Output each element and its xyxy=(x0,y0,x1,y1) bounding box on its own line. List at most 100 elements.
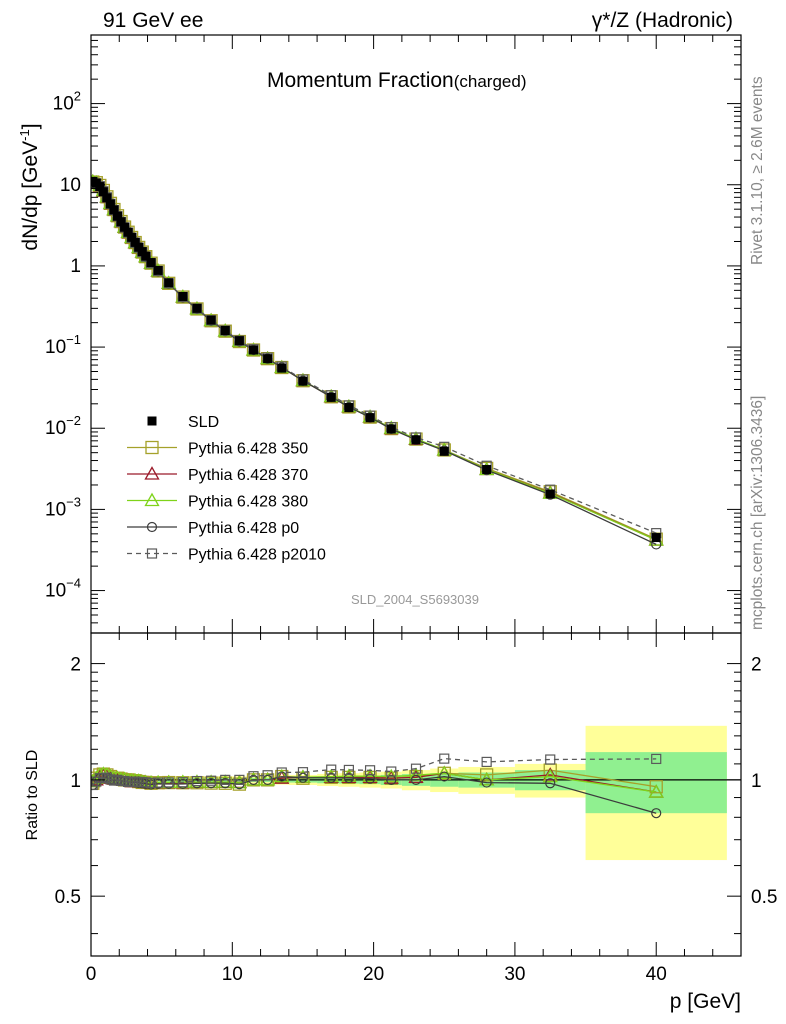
data-point-sld xyxy=(116,217,126,227)
ratio-point-pythia-6-428-p2010 xyxy=(297,767,309,778)
stat-uncertainty-band xyxy=(585,752,727,814)
data-point-sld xyxy=(439,446,449,456)
ratio-point-pythia-6-428-p2010 xyxy=(248,771,259,782)
ratio-point-pythia-6-428-p2010 xyxy=(439,753,450,764)
series-pythia-6-428-350 xyxy=(91,175,663,546)
ratio-point-pythia-6-428-p2010 xyxy=(163,777,174,788)
ratio-y-tick-label: 1 xyxy=(70,771,81,792)
ratio-point-pythia-6-428-p2010 xyxy=(112,774,123,785)
legend-label: Pythia 6.428 p0 xyxy=(188,520,299,537)
ratio-point-pythia-6-428-p0 xyxy=(343,772,354,784)
rivet-version-label: Rivet 3.1.10, ≥ 2.6M events xyxy=(749,76,766,265)
ratio-point-pythia-6-428-380 xyxy=(323,768,339,783)
ratio-point-pythia-6-428-p2010 xyxy=(276,767,287,778)
legend-item-pythia-6-428-p2010: Pythia 6.428 p2010 xyxy=(127,547,326,564)
ratio-point-pythia-6-428-p2010 xyxy=(119,775,130,787)
analysis-id-watermark: SLD_2004_S5693039 xyxy=(351,592,479,607)
ratio-panel-frame xyxy=(90,632,742,957)
plot-title: Momentum Fraction(charged) xyxy=(267,69,527,92)
ratio-point-pythia-6-428-380 xyxy=(436,765,452,779)
series-line-pythia-6-428-380 xyxy=(92,181,657,541)
x-tick-label: 0 xyxy=(86,964,97,985)
y-tick-label: 102 xyxy=(53,89,81,115)
ratio-point-pythia-6-428-p2010 xyxy=(91,776,102,787)
ratio-point-pythia-6-428-p2010 xyxy=(262,770,273,781)
data-point-sld xyxy=(178,291,188,301)
series-line-pythia-6-428-370 xyxy=(92,181,657,541)
ratio-panel: 0.5 0.51 12 20 10 20 30 40 Ratio to SLD p [GeV] xyxy=(24,632,777,1013)
ratio-series-pythia-6-428-p2010 xyxy=(91,753,662,791)
x-tick-label: 10 xyxy=(222,964,243,985)
ratio-point-pythia-6-428-p2010 xyxy=(206,775,217,786)
ratio-point-pythia-6-428-p0 xyxy=(386,774,397,785)
data-point-sld xyxy=(482,465,492,475)
legend-marker xyxy=(146,548,158,559)
data-point-sld xyxy=(249,345,258,355)
legend-label: Pythia 6.428 p2010 xyxy=(188,547,326,564)
y-tick-label: 10−1 xyxy=(45,332,81,358)
ratio-point-pythia-6-428-380 xyxy=(542,768,558,783)
ratio-point-pythia-6-428-p0 xyxy=(651,808,662,819)
data-point-sld xyxy=(277,363,287,373)
main-panel-frame xyxy=(90,34,742,634)
data-point-sld xyxy=(365,413,375,423)
legend-marker xyxy=(144,466,160,480)
ratio-point-pythia-6-428-p2010 xyxy=(234,774,245,785)
ratio-line-pythia-6-428-p0 xyxy=(92,775,657,814)
data-point-sld xyxy=(102,193,112,203)
ratio-point-pythia-6-428-p2010 xyxy=(191,775,203,787)
series-sld xyxy=(91,176,661,543)
data-point-sld xyxy=(545,489,555,499)
series-line-pythia-6-428-p0 xyxy=(92,181,657,545)
ratio-point-pythia-6-428-p2010 xyxy=(364,765,376,776)
x-tick-label: 30 xyxy=(504,964,525,985)
data-point-sld xyxy=(206,315,216,325)
y-axis-label: dN/dp [GeV-1] xyxy=(17,123,42,250)
ratio-point-pythia-6-428-380 xyxy=(231,774,247,789)
data-point-sld xyxy=(234,336,244,346)
mcplots-credit-label: mcplots.cern.ch [arXiv:1306.3436] xyxy=(749,396,766,630)
data-point-sld xyxy=(411,435,421,445)
ratio-point-pythia-6-428-p0 xyxy=(439,771,450,782)
ratio-y-tick-label: 2 xyxy=(70,655,81,676)
header-energy-label: 91 GeV ee xyxy=(103,9,203,32)
ratio-point-pythia-6-428-p0 xyxy=(410,774,422,785)
data-point-sld xyxy=(326,392,336,402)
ratio-y-tick-label-right: 1 xyxy=(751,771,762,792)
ratio-point-pythia-6-428-p2010 xyxy=(386,766,397,777)
legend-label: Pythia 6.428 350 xyxy=(188,441,308,458)
ratio-point-pythia-6-428-p2010 xyxy=(343,764,354,776)
y-tick-label: 10−3 xyxy=(45,494,81,520)
main-panel: 10−4 10−3 10−2 10−1 1 10 102 Momentum Fraction… xyxy=(17,34,742,634)
ratio-point-pythia-6-428-350 xyxy=(649,780,663,794)
data-point-sld xyxy=(120,222,130,232)
data-point-sld xyxy=(141,251,151,261)
y-tick-label: 1 xyxy=(70,256,81,277)
ratio-point-pythia-6-428-p2010 xyxy=(651,753,662,765)
series-pythia-6-428-370 xyxy=(91,173,664,546)
x-axis-label: p [GeV] xyxy=(670,990,741,1013)
legend-item-pythia-6-428-350: Pythia 6.428 350 xyxy=(127,441,308,458)
legend-marker xyxy=(146,521,158,533)
series-pythia-6-428-p2010 xyxy=(91,177,662,539)
ratio-point-pythia-6-428-p2010 xyxy=(410,763,422,774)
y-tick-label: 10 xyxy=(60,175,81,196)
ratio-point-pythia-6-428-p2010 xyxy=(481,756,492,768)
ratio-point-pythia-6-428-p2010 xyxy=(145,777,157,789)
series-pythia-6-428-380 xyxy=(91,173,664,546)
series-line-pythia-6-428-350 xyxy=(92,181,657,540)
ratio-point-pythia-6-428-p2010 xyxy=(91,779,98,791)
ratio-point-pythia-6-428-p2010 xyxy=(101,772,112,783)
data-point-sld xyxy=(146,258,156,268)
ratio-point-pythia-6-428-370 xyxy=(542,767,558,781)
ratio-y-tick-label: 0.5 xyxy=(55,887,81,908)
legend-item-pythia-6-428-p0: Pythia 6.428 p0 xyxy=(127,520,299,537)
data-point-sld xyxy=(263,354,273,364)
legend-label: Pythia 6.428 370 xyxy=(188,467,308,484)
ratio-point-pythia-6-428-p0 xyxy=(481,777,492,788)
ratio-point-pythia-6-428-p2010 xyxy=(153,777,164,788)
series-pythia-6-428-p0 xyxy=(91,177,662,550)
ratio-axis-label: Ratio to SLD xyxy=(24,750,41,841)
data-point-sld xyxy=(192,303,202,313)
ratio-point-pythia-6-428-p2010 xyxy=(326,764,337,775)
